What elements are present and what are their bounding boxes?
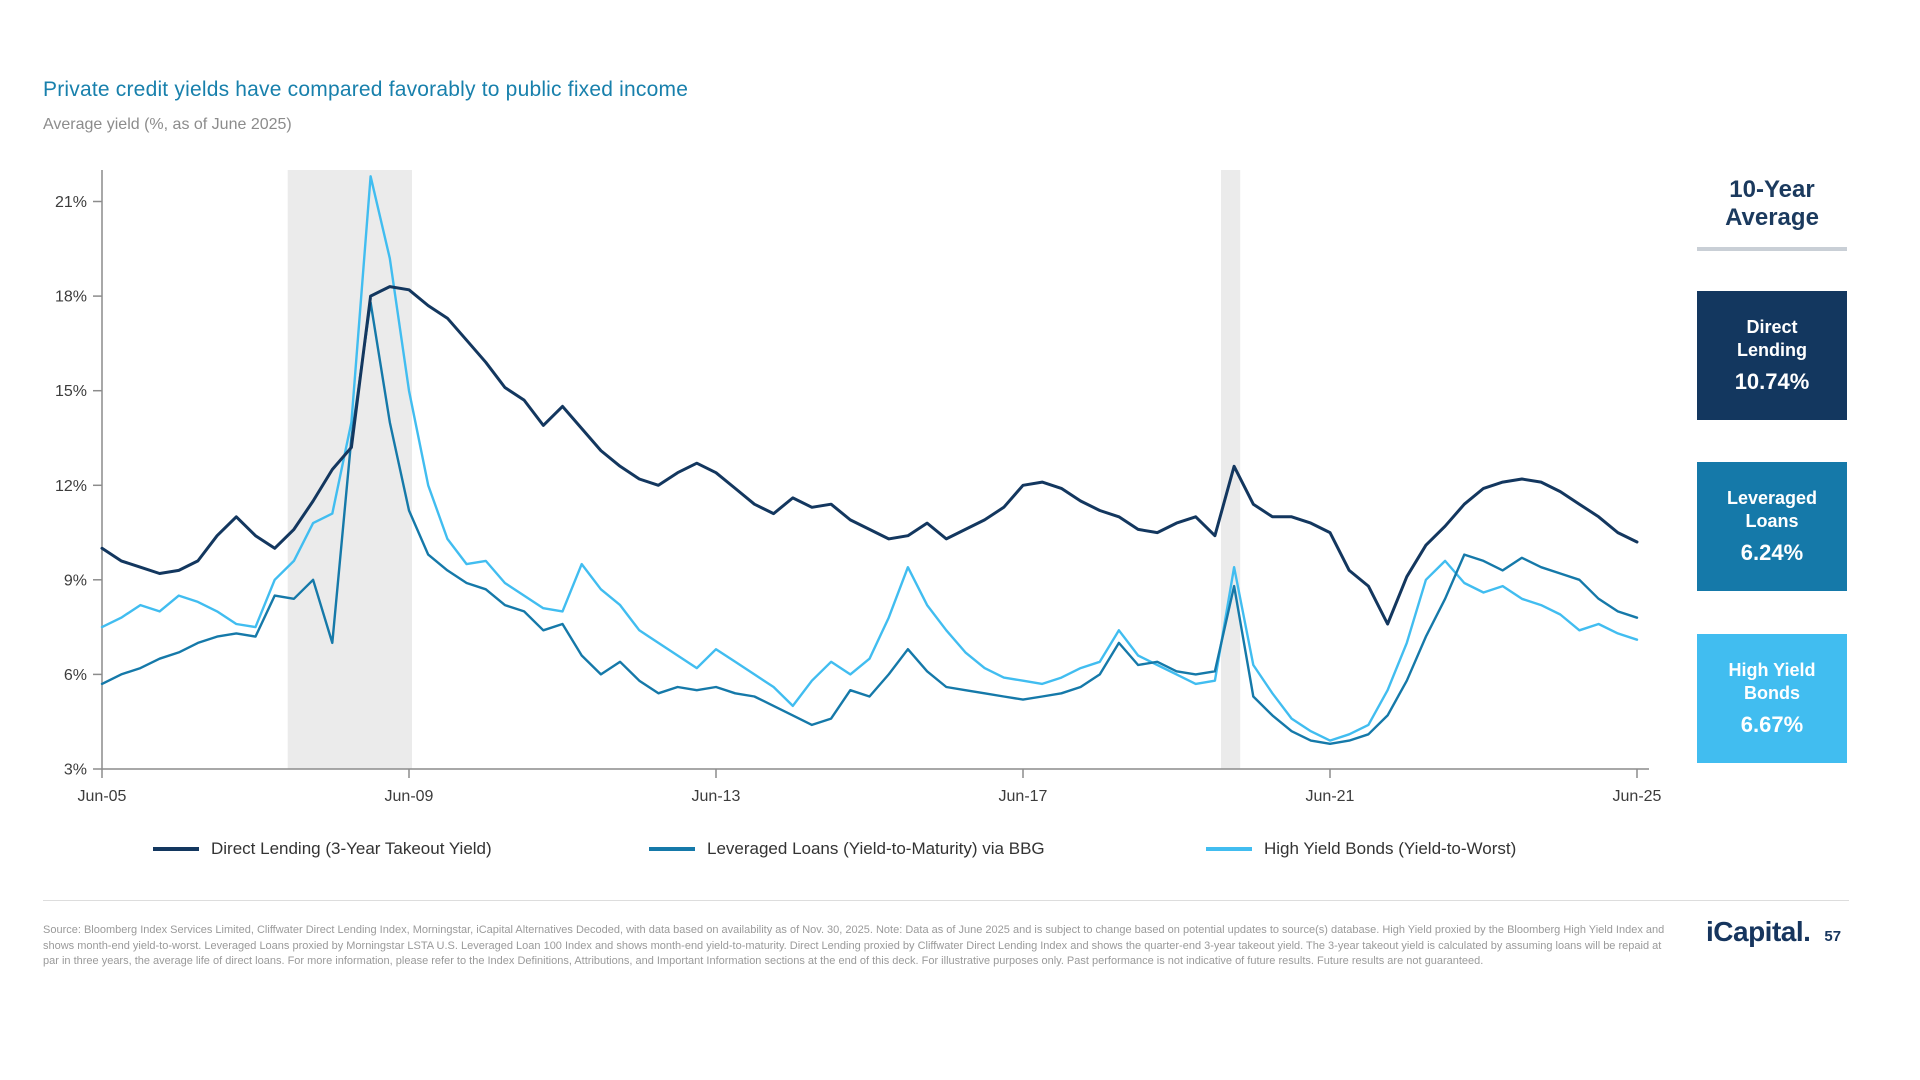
chart-canvas: 3% 6% 9% 12% 15% 18% 21% Jun-05 Jun-09 Jun-13 Jun-…: [55, 170, 1662, 805]
panel-underline: [1697, 246, 1847, 251]
chart-legend: Direct Lending (3-Year Takeout Yield) Le…: [0, 836, 1700, 862]
y-tick-label: 15%: [55, 383, 87, 400]
y-tick-label: 12%: [55, 478, 87, 495]
x-tick-label: Jun-25: [1613, 788, 1662, 805]
yield-comparison-chart: 3% 6% 9% 12% 15% 18% 21% Jun-05 Jun-09 Jun-13 Jun-…: [0, 140, 1700, 840]
average-card-label: Direct Lending: [1737, 317, 1807, 360]
y-tick-label: 21%: [55, 194, 87, 211]
average-card-label: High Yield Bonds: [1728, 660, 1816, 703]
legend-label-direct-lending: Direct Lending (3-Year Takeout Yield): [211, 839, 492, 858]
x-tick-label: Jun-21: [1306, 788, 1355, 805]
footer-divider: [43, 900, 1849, 901]
legend-label-high-yield-bonds: High Yield Bonds (Yield-to-Worst): [1264, 839, 1517, 858]
leveraged-loans-swatch-icon: [649, 847, 695, 851]
average-card-leveraged-loans: Leveraged Loans 6.24%: [1697, 462, 1847, 591]
legend-item-leveraged-loans: Leveraged Loans (Yield-to-Maturity) via …: [649, 836, 1045, 862]
y-tick-label: 6%: [64, 667, 87, 684]
average-card-high-yield-bonds: High Yield Bonds 6.67%: [1697, 634, 1847, 763]
icapital-logo: iCapital.: [1706, 916, 1811, 947]
average-card-label: Leveraged Loans: [1726, 488, 1818, 531]
panel-title: 10-Year Average: [1725, 176, 1819, 232]
high-yield-bonds-swatch-icon: [1206, 847, 1252, 851]
series-line-direct-lending: [100, 285, 1639, 626]
average-card-value: 10.74%: [1734, 369, 1810, 394]
x-tick-label: Jun-09: [385, 788, 434, 805]
x-tick-label: Jun-05: [78, 788, 127, 805]
direct-lending-swatch-icon: [153, 847, 199, 851]
legend-label-leveraged-loans: Leveraged Loans (Yield-to-Maturity) via …: [707, 839, 1045, 858]
ten-year-average-panel: 10-Year Average Direct Lending 10.74% Le…: [1697, 176, 1847, 776]
page-number: 57: [1824, 928, 1842, 945]
y-tick-label: 18%: [55, 289, 87, 306]
brand-row: iCapital. 57: [1706, 916, 1841, 948]
recession-band: [287, 170, 412, 769]
y-tick-label: 3%: [64, 762, 87, 779]
legend-item-direct-lending: Direct Lending (3-Year Takeout Yield): [153, 836, 492, 862]
x-tick-label: Jun-17: [999, 788, 1048, 805]
average-card-value: 6.67%: [1740, 712, 1804, 737]
chart-subtitle: Average yield (%, as of June 2025): [43, 116, 292, 133]
chart-title: Private credit yields have compared favo…: [43, 78, 689, 102]
average-card-direct-lending: Direct Lending 10.74%: [1697, 291, 1847, 420]
legend-item-high-yield-bonds: High Yield Bonds (Yield-to-Worst): [1206, 836, 1516, 862]
y-tick-label: 9%: [64, 572, 87, 589]
source-disclaimer: Source: Bloomberg Index Services Limited…: [43, 924, 1665, 968]
average-card-value: 6.24%: [1740, 540, 1804, 565]
x-tick-label: Jun-13: [692, 788, 741, 805]
series-line-high-yield: [100, 175, 1639, 742]
